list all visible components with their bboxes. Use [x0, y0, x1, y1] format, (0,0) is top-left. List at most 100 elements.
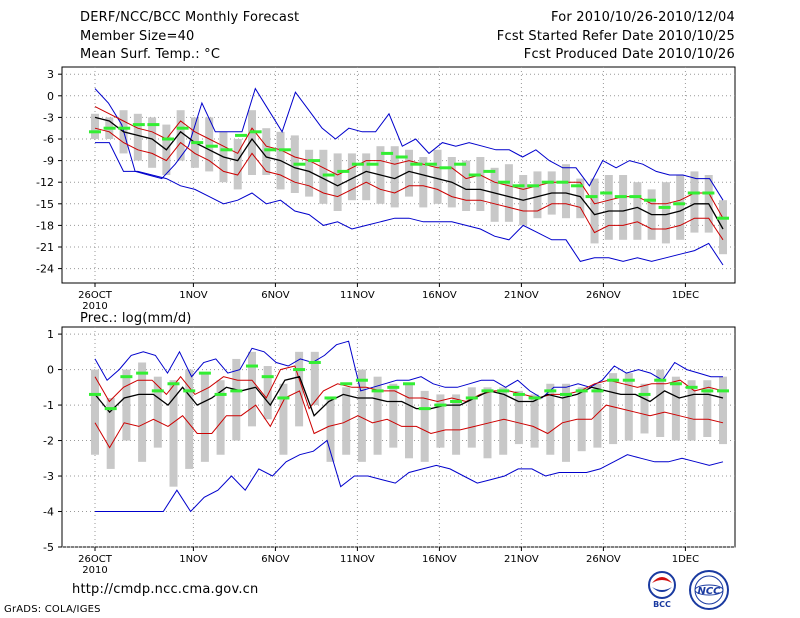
y-tick-label: -2 [43, 435, 54, 448]
series-line-min [95, 439, 724, 513]
forecast-period: For 2010/10/26-2010/12/04 [551, 10, 735, 25]
x-tick-label: 6NOV [261, 554, 290, 565]
series-line-mean-minus-std [94, 390, 724, 449]
x-tick-label: 1NOV [179, 290, 208, 301]
y-tick-label: 3 [47, 68, 54, 81]
spread-box [490, 167, 499, 222]
spread-box [305, 149, 314, 197]
spread-box [362, 153, 371, 201]
spread-box [419, 157, 428, 208]
series-line-mean [94, 116, 724, 230]
chart-panel-temp: 3 0 -3 -6 -9 -12 -15 -18 -21 -24 26OCT 1NOV 6NOV 11NO… [36, 66, 736, 312]
spread-box [467, 387, 476, 448]
series-line-max [94, 340, 723, 399]
spread-box [719, 200, 727, 255]
spread-box [91, 369, 99, 455]
x-tick-label: 1NOV [179, 554, 208, 565]
spread-box [138, 362, 147, 462]
spread-box [476, 157, 485, 211]
x-tick-label: 26OCT [78, 554, 113, 565]
spread-box [279, 383, 288, 455]
y-tick-label: -21 [36, 241, 54, 254]
x-tick-label: 11NOV [340, 290, 375, 301]
y-tick-label: -18 [36, 219, 54, 232]
spread-box [148, 117, 157, 168]
spread-box [295, 351, 304, 427]
spread-box [347, 153, 356, 201]
ncc-logo-text: NCC [697, 586, 721, 597]
x-tick-label: 1DEC [672, 554, 699, 565]
spread-box [462, 160, 471, 211]
x-tick-label: 21NOV [504, 290, 539, 301]
spread-box [232, 358, 241, 441]
spread-box [263, 366, 272, 420]
spread-box [593, 383, 602, 448]
spread-box [333, 153, 342, 211]
y-tick-label: 0 [47, 90, 54, 103]
series-line-mean-plus-std [94, 365, 724, 410]
spread-box [185, 369, 194, 469]
chart-panel-prec: 1 0 -1 -2 -3 -4 -5 26OCT 1NOV 6NOV 11NOV 16NOV 21NOV… [43, 326, 736, 576]
y-tick-label: -3 [43, 111, 54, 124]
spread-box [661, 182, 670, 244]
spread-box [433, 149, 442, 204]
spread-box [200, 373, 209, 462]
y-tick-label: -4 [43, 506, 54, 519]
spread-box [390, 146, 399, 208]
bcc-logo: BCC [648, 571, 676, 609]
bcc-logo-text: BCC [653, 600, 671, 609]
series-line-min [95, 142, 724, 266]
series-line-mean-minus-std [94, 127, 724, 241]
spread-box [562, 164, 570, 219]
spread-box [176, 110, 185, 161]
spread-box [499, 387, 508, 455]
spread-box [690, 171, 699, 233]
spread-box [576, 178, 585, 219]
spread-box [562, 383, 570, 462]
chart-title: DERF/NCC/BCC Monthly Forecast [80, 10, 300, 25]
spread-box [452, 394, 461, 455]
x-tick-label: 26NOV [586, 554, 621, 565]
spread-box [389, 383, 398, 448]
spread-box [671, 376, 680, 441]
spread-box [405, 383, 413, 459]
produced-date: Fcst Produced Date 2010/10/26 [523, 47, 735, 62]
spread-box [326, 397, 335, 462]
y-tick-label: 0 [47, 364, 54, 377]
variable-label: Mean Surf. Temp.: °C [80, 47, 221, 62]
spread-box [420, 390, 429, 462]
footer-url[interactable]: http://cmdp.ncc.cma.gov.cn [72, 582, 259, 597]
series-line-max [94, 87, 724, 201]
member-size: Member Size=40 [80, 29, 195, 44]
spread-box [122, 369, 131, 441]
spread-box [624, 373, 633, 441]
spread-box [262, 128, 271, 175]
spread-box [436, 394, 445, 448]
y-tick-label: -12 [36, 176, 54, 189]
x-tick-label: 11NOV [340, 554, 375, 565]
x-tick-label: 21NOV [504, 554, 539, 565]
spread-box [640, 383, 649, 434]
y-tick-label: -15 [36, 198, 54, 211]
y-tick-label: -6 [43, 133, 54, 146]
spread-box [590, 178, 599, 244]
ncc-logo: NCC [689, 570, 729, 610]
x-tick-label: 16NOV [422, 290, 457, 301]
spread-box [319, 149, 328, 204]
x-tick-label: 6NOV [261, 290, 290, 301]
spread-box [633, 182, 642, 240]
spread-box [106, 397, 115, 469]
spread-box [530, 394, 539, 448]
spread-box [205, 117, 214, 172]
spread-box [656, 369, 665, 437]
x-year-label: 2010 [82, 565, 107, 576]
series-line-mean [94, 375, 724, 417]
spread-box [310, 351, 319, 406]
spread-box [514, 390, 523, 445]
spread-box [405, 149, 413, 197]
y-tick-label: -24 [36, 263, 54, 276]
spread-box [216, 380, 225, 455]
spread-box [248, 351, 256, 427]
spread-box [373, 376, 382, 455]
